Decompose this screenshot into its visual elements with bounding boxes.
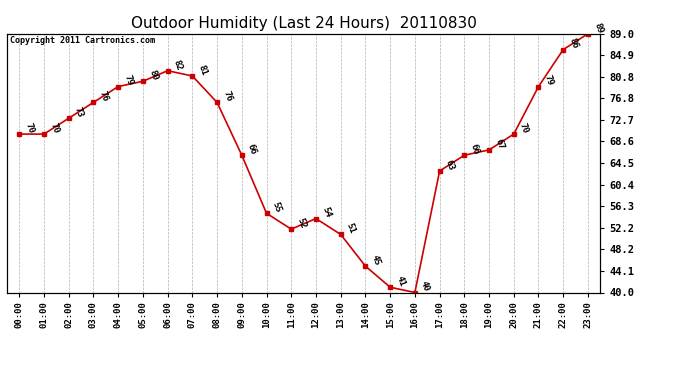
Text: 66: 66 — [469, 142, 481, 156]
Text: 70: 70 — [518, 122, 530, 135]
Text: 80: 80 — [147, 69, 159, 82]
Text: 70: 70 — [23, 122, 36, 135]
Text: 51: 51 — [345, 222, 357, 235]
Text: 52: 52 — [295, 217, 308, 230]
Text: 45: 45 — [370, 254, 382, 267]
Text: 79: 79 — [542, 74, 555, 87]
Text: Copyright 2011 Cartronics.com: Copyright 2011 Cartronics.com — [10, 36, 155, 45]
Text: 55: 55 — [270, 201, 283, 214]
Text: 54: 54 — [320, 206, 333, 219]
Text: 41: 41 — [394, 274, 406, 288]
Text: 76: 76 — [221, 90, 233, 103]
Text: 81: 81 — [197, 63, 208, 76]
Title: Outdoor Humidity (Last 24 Hours)  20110830: Outdoor Humidity (Last 24 Hours) 2011083… — [130, 16, 477, 31]
Text: 86: 86 — [567, 37, 580, 50]
Text: 73: 73 — [73, 106, 85, 119]
Text: 63: 63 — [444, 159, 456, 172]
Text: 67: 67 — [493, 137, 505, 150]
Text: 82: 82 — [172, 58, 184, 71]
Text: 76: 76 — [97, 90, 110, 103]
Text: 40: 40 — [419, 280, 431, 293]
Text: 89: 89 — [592, 21, 604, 34]
Text: 79: 79 — [122, 74, 135, 87]
Text: 70: 70 — [48, 122, 60, 135]
Text: 66: 66 — [246, 142, 258, 156]
